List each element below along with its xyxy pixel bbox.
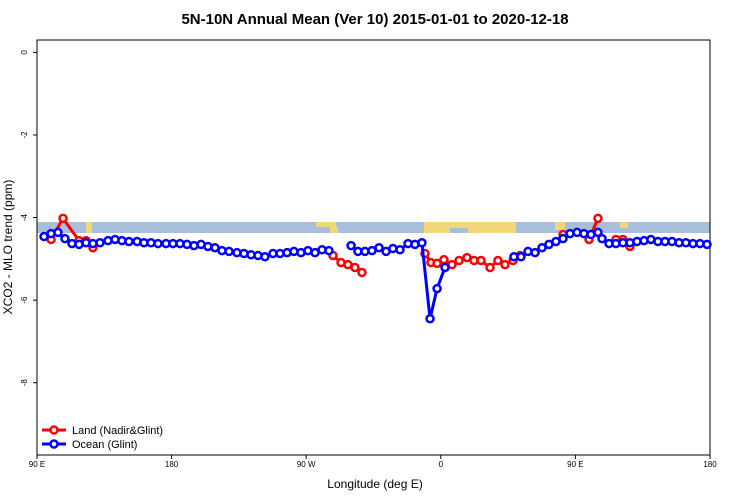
y-tick-label: -6 xyxy=(20,296,29,304)
point xyxy=(417,238,427,248)
legend: Land (Nadir&Glint) Ocean (Glint) xyxy=(42,425,163,451)
point xyxy=(95,238,105,248)
point xyxy=(597,233,607,244)
legend-marker xyxy=(49,425,59,435)
point xyxy=(454,255,464,266)
legend-label: Ocean (Glint) xyxy=(72,439,137,451)
point xyxy=(260,252,270,262)
legend-label: Land (Nadir&Glint) xyxy=(72,425,163,437)
legend-marker xyxy=(49,439,59,449)
y-tick-label: -2 xyxy=(20,131,29,139)
point xyxy=(425,313,435,324)
point xyxy=(324,245,334,256)
point xyxy=(530,247,540,258)
x-tick-label: 180 xyxy=(165,460,179,469)
point xyxy=(500,259,510,270)
y-tick-label: 0 xyxy=(20,50,29,55)
point xyxy=(350,262,360,273)
point xyxy=(593,227,603,238)
point xyxy=(432,258,442,269)
point xyxy=(476,255,486,266)
point xyxy=(702,239,712,250)
x-tick-label: 0 xyxy=(439,460,444,469)
x-axis-label: Longitude (deg E) xyxy=(327,477,422,491)
point xyxy=(593,213,603,224)
point xyxy=(558,233,568,244)
point xyxy=(516,252,526,262)
point xyxy=(439,254,449,265)
point xyxy=(53,227,63,238)
point xyxy=(60,233,70,244)
point xyxy=(493,255,503,266)
point xyxy=(357,267,367,278)
point xyxy=(432,283,442,294)
y-tick-label: -8 xyxy=(20,379,29,387)
point xyxy=(374,242,384,253)
x-tick-label: 90 W xyxy=(297,460,316,469)
point xyxy=(224,246,234,257)
point xyxy=(485,262,495,273)
point xyxy=(153,238,163,249)
point xyxy=(346,240,356,251)
point xyxy=(395,245,405,255)
point xyxy=(440,262,450,273)
x-tick-label: 90 E xyxy=(567,460,583,469)
point xyxy=(124,236,134,247)
x-tick-label: 90 E xyxy=(29,460,45,469)
point xyxy=(58,213,68,224)
x-tick-label: 180 xyxy=(703,460,717,469)
y-axis-label: XCO2 - MLO trend (ppm) xyxy=(1,180,15,315)
map-strip xyxy=(37,222,710,233)
chart-title: 5N-10N Annual Mean (Ver 10) 2015-01-01 t… xyxy=(181,11,568,28)
y-tick-label: -4 xyxy=(20,213,29,221)
